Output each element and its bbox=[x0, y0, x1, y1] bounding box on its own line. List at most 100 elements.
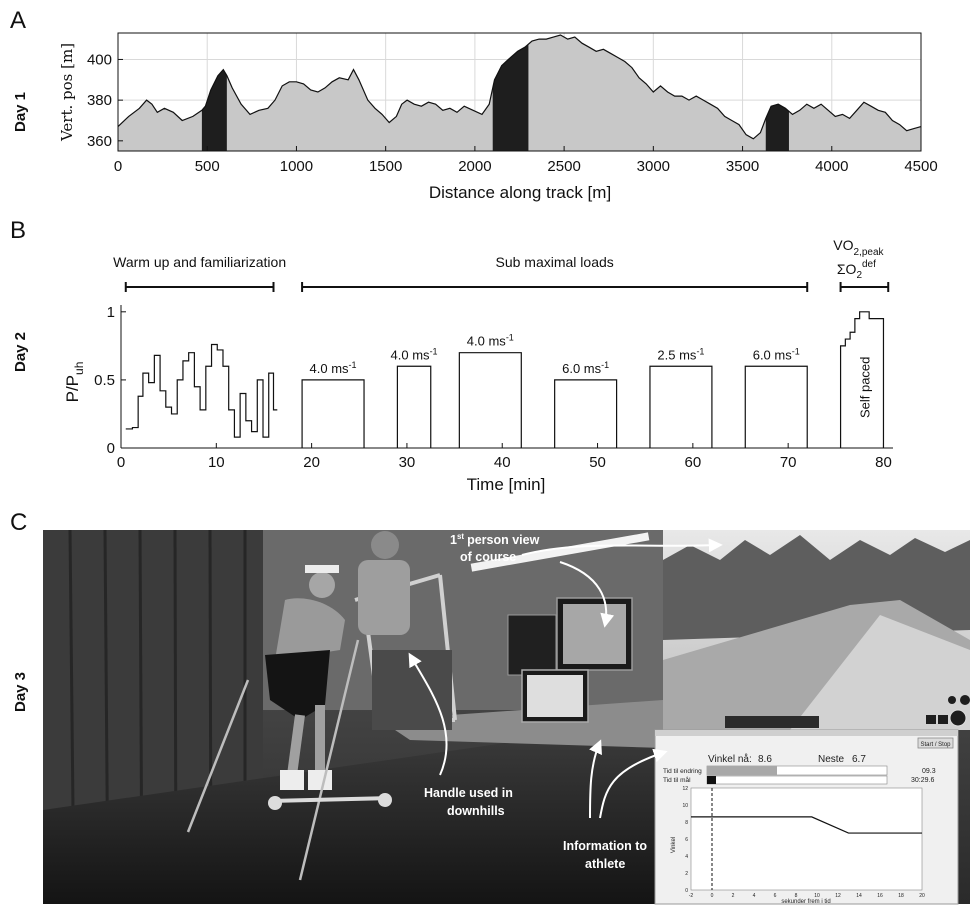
mini-ytick-label: 10 bbox=[682, 803, 688, 809]
load-block bbox=[649, 365, 713, 448]
load-block bbox=[554, 379, 618, 448]
protocol-groups: Warm up and familiarization Sub maximal l… bbox=[113, 237, 890, 292]
panel-c-label: C bbox=[10, 509, 27, 536]
group-label-vo-sub: 2,peak bbox=[854, 247, 885, 258]
time-to-goal-value: 30:29.6 bbox=[911, 777, 934, 784]
load-block-label-text: 4.0 ms bbox=[467, 334, 507, 349]
protocol-series: 4.0 ms-14.0 ms-14.0 ms-16.0 ms-12.5 ms-1… bbox=[125, 311, 885, 448]
next-label: Neste bbox=[818, 754, 845, 765]
profile-xtick-label: 4500 bbox=[904, 158, 937, 175]
profile-xtick-label: 4000 bbox=[815, 158, 848, 175]
load-block-label-exp: -1 bbox=[430, 346, 438, 356]
protocol-xtick-label: 50 bbox=[589, 454, 606, 471]
zoom-out-button[interactable] bbox=[926, 715, 936, 724]
zoom-in-button[interactable] bbox=[938, 715, 948, 724]
load-block bbox=[301, 379, 365, 448]
mini-xtick-label: 6 bbox=[774, 893, 777, 899]
callout-first-person-line2: of course bbox=[460, 550, 516, 564]
mini-ytick-label: 12 bbox=[682, 786, 688, 792]
group-label-line2: ΣO2def bbox=[837, 259, 876, 281]
fan-unit bbox=[372, 650, 452, 730]
start-stop-label: Start / Stop bbox=[920, 742, 951, 748]
mini-xtick-label: -2 bbox=[689, 893, 694, 899]
load-block-label-text: 4.0 ms bbox=[391, 347, 431, 362]
monitor-top-screen bbox=[563, 604, 626, 664]
monitor-left bbox=[507, 614, 557, 676]
treadmill-rail bbox=[380, 700, 663, 748]
load-block-label: 4.0 ms-1 bbox=[467, 333, 514, 349]
roller-ski bbox=[268, 793, 392, 810]
profile-ytick-label: 360 bbox=[87, 133, 112, 150]
mini-xtick-label: 20 bbox=[919, 893, 925, 899]
load-block-label-text: 4.0 ms bbox=[310, 361, 350, 376]
profile-xtick-label: 3000 bbox=[637, 158, 670, 175]
group-label-line1: VO2,peak bbox=[833, 237, 884, 258]
load-block-label-exp: -1 bbox=[696, 346, 704, 356]
callout-first-person: 1st person view bbox=[450, 532, 540, 547]
mini-chart-xlabel: sekunder frem i tid bbox=[781, 899, 830, 905]
profile-xtick-label: 500 bbox=[195, 158, 220, 175]
protocol-xtick-label: 60 bbox=[685, 454, 702, 471]
compass-icon[interactable] bbox=[948, 696, 956, 704]
load-block-label: 4.0 ms-1 bbox=[391, 346, 438, 362]
profile-ytick-label: 380 bbox=[87, 92, 112, 109]
profile-xtick-label: 3500 bbox=[726, 158, 759, 175]
protocol-ylabel-sub: uh bbox=[72, 362, 86, 375]
protocol-xtick-label: 80 bbox=[875, 454, 892, 471]
mini-xtick-label: 10 bbox=[814, 893, 820, 899]
protocol-ylabel: P/Puh bbox=[63, 362, 86, 403]
mini-xtick-label: 12 bbox=[835, 893, 841, 899]
group-label: Sub maximal loads bbox=[496, 254, 614, 270]
profile-line bbox=[117, 34, 922, 140]
elevation-profile-chart: 0 500 1000 1500 2000 2500 3000 3500 4000 4500 360 3… bbox=[58, 32, 938, 202]
protocol-axes bbox=[120, 305, 893, 449]
group-label-sigma-sup: def bbox=[862, 259, 876, 270]
panel-a-label: A bbox=[10, 7, 26, 34]
protocol-xtick-label: 40 bbox=[494, 454, 511, 471]
profile-downhill-segment bbox=[765, 104, 789, 151]
assistant-person bbox=[358, 531, 410, 635]
load-block-label-exp: -1 bbox=[792, 346, 800, 356]
start-stop-button[interactable] bbox=[917, 737, 954, 749]
group-label: Warm up and familiarization bbox=[113, 254, 286, 270]
callout-first-person-sup: st bbox=[457, 532, 464, 541]
load-block-label: 4.0 ms-1 bbox=[310, 360, 357, 376]
callout-handle-line1: Handle used in bbox=[424, 786, 513, 800]
callout-info-line1: Information to bbox=[563, 839, 647, 853]
globe-icon[interactable] bbox=[949, 709, 967, 727]
mini-xtick-label: 0 bbox=[711, 893, 714, 899]
profile-xtick-label: 1500 bbox=[369, 158, 402, 175]
protocol-xtick-label: 70 bbox=[780, 454, 797, 471]
profile-downhill-segment bbox=[492, 44, 529, 152]
callout-info-line2: athlete bbox=[585, 857, 625, 871]
load-block-label-exp: -1 bbox=[349, 360, 357, 370]
mini-chart-ylabel: Vinkel bbox=[671, 837, 677, 853]
group-label-vo: VO bbox=[833, 237, 853, 253]
load-block-label: 2.5 ms-1 bbox=[657, 346, 704, 362]
load-block-label: 6.0 ms-1 bbox=[562, 360, 609, 376]
angle-now-value: 8.6 bbox=[758, 754, 772, 765]
callout-first-person-text: person view bbox=[467, 533, 540, 547]
day3-label: Day 3 bbox=[12, 672, 29, 712]
protocol-xtick-label: 10 bbox=[208, 454, 225, 471]
ski-poles bbox=[186, 639, 360, 881]
profile-ticks: 0 500 1000 1500 2000 2500 3000 3500 4000 4500 360 3… bbox=[87, 51, 938, 175]
callout-handle-line2: downhills bbox=[447, 804, 505, 818]
mini-xtick-label: 16 bbox=[877, 893, 883, 899]
time-to-goal-bar-fill bbox=[707, 776, 716, 784]
info-icon[interactable] bbox=[960, 695, 970, 705]
mini-ytick-label: 4 bbox=[685, 854, 688, 860]
angle-now-label: Vinkel nå: bbox=[708, 753, 752, 765]
mini-xtick-label: 8 bbox=[795, 893, 798, 899]
mini-chart-line bbox=[691, 816, 922, 834]
self-paced-label: Self paced bbox=[857, 357, 872, 418]
protocol-ytick-label: 0 bbox=[107, 440, 115, 457]
profile-ytick-label: 400 bbox=[87, 51, 112, 68]
warmup-series bbox=[125, 343, 278, 438]
protocol-ytick-label: 1 bbox=[107, 304, 115, 321]
mini-ytick-label: 6 bbox=[685, 837, 688, 843]
next-value: 6.7 bbox=[852, 754, 866, 765]
